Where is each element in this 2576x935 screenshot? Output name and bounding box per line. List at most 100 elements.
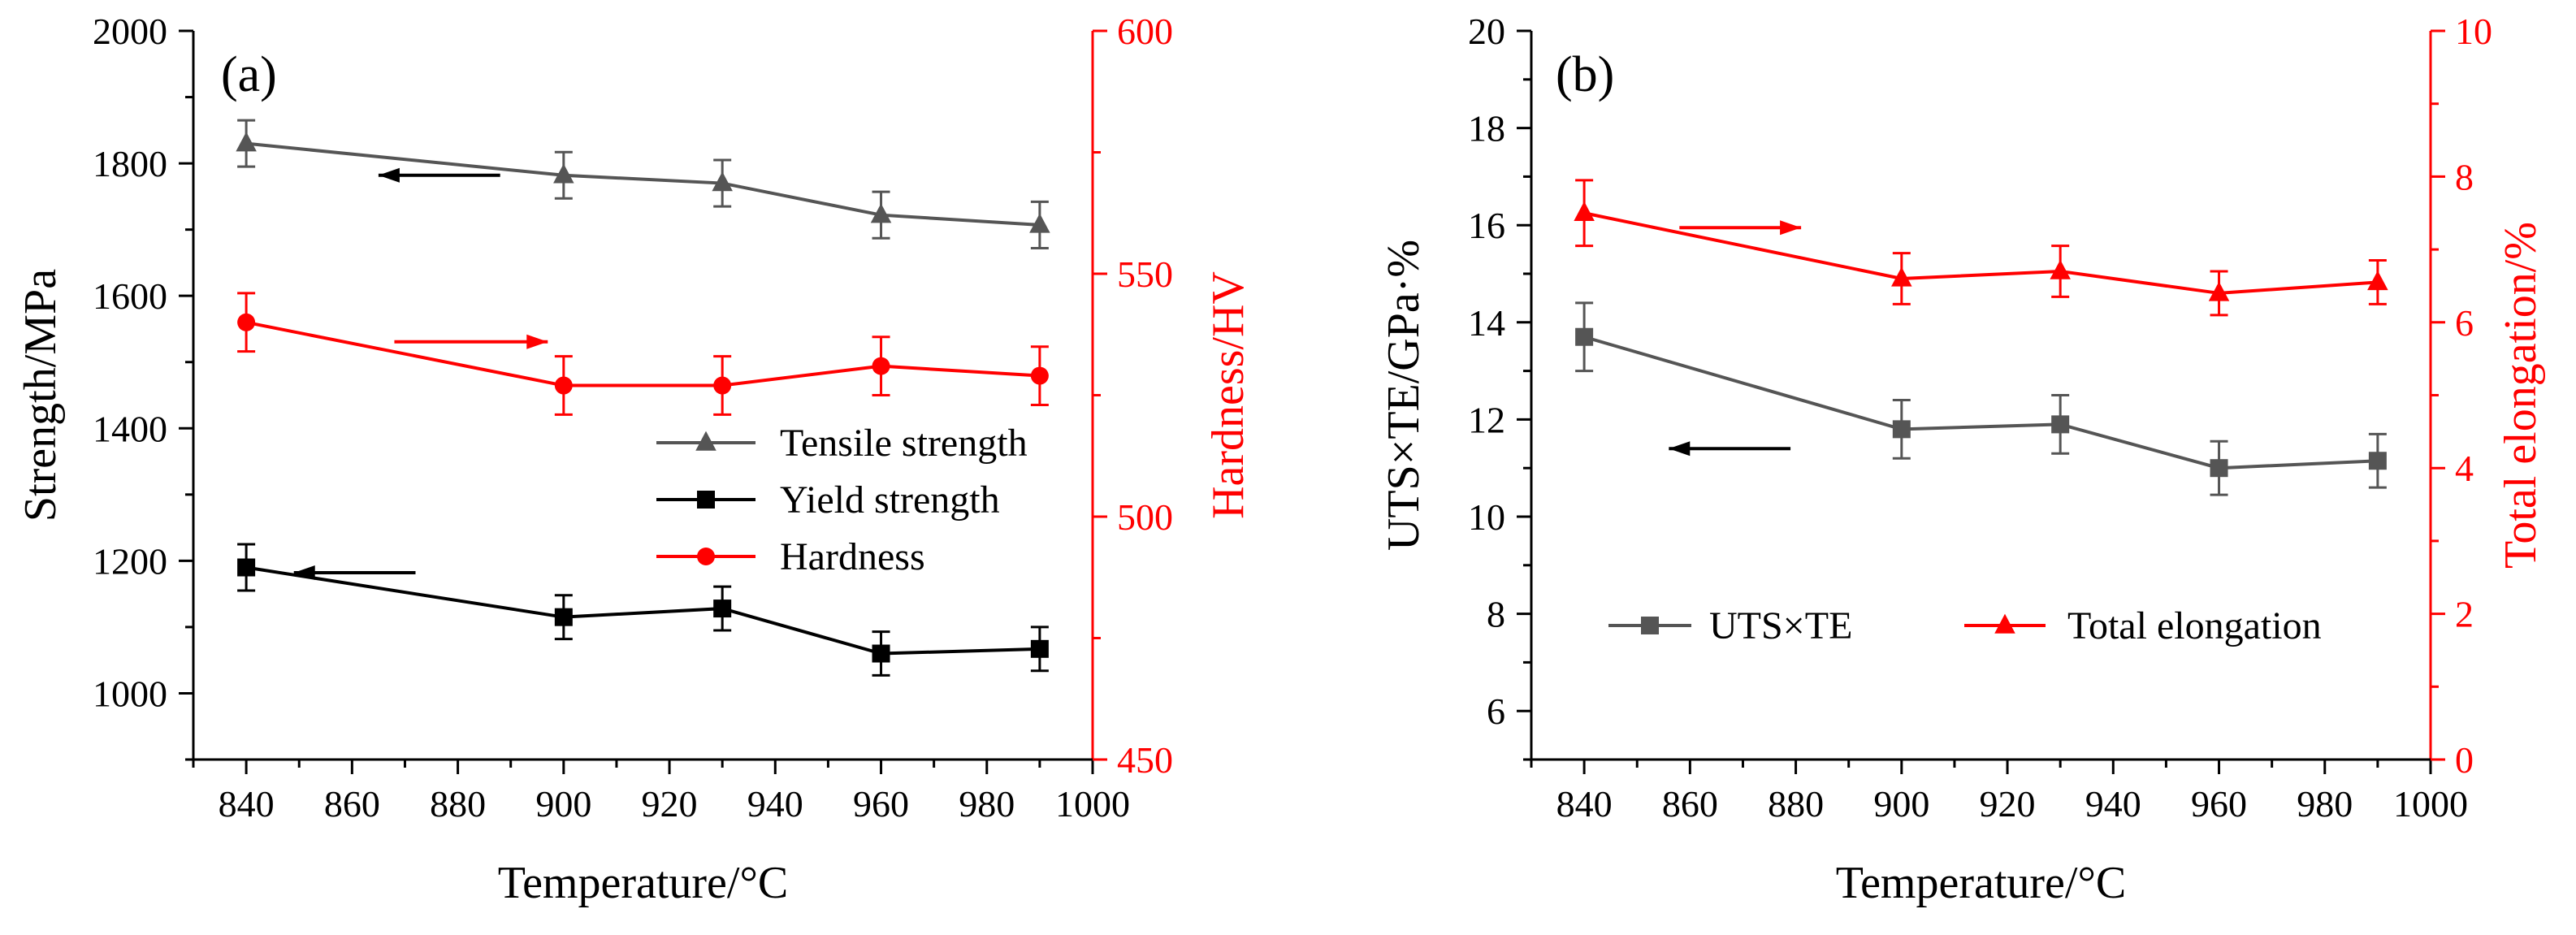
left-y-tick-label: 14 bbox=[1468, 302, 1505, 344]
series-tensile-strength bbox=[236, 119, 1050, 249]
left-y-tick-label: 1600 bbox=[93, 275, 167, 317]
left-y-tick-label: 1200 bbox=[93, 540, 167, 582]
x-tick-label: 880 bbox=[1768, 783, 1824, 825]
data-point bbox=[2050, 259, 2071, 279]
axis-indicator-arrow bbox=[394, 334, 548, 349]
x-tick-label: 920 bbox=[642, 783, 698, 825]
left-y-axis-title: Strength/MPa bbox=[15, 269, 66, 522]
data-point bbox=[1574, 201, 1595, 221]
left-y-tick-label: 2000 bbox=[93, 11, 167, 52]
data-point bbox=[870, 203, 892, 223]
legend-marker bbox=[1641, 617, 1659, 634]
x-tick-label: 960 bbox=[853, 783, 909, 825]
data-point bbox=[712, 171, 733, 192]
data-point bbox=[2210, 459, 2228, 478]
legend-item: Tensile strength bbox=[656, 422, 1028, 465]
series-line bbox=[245, 320, 1041, 387]
data-point bbox=[2368, 452, 2387, 470]
arrow-head bbox=[1669, 441, 1691, 457]
data-point bbox=[1891, 266, 1912, 287]
data-point bbox=[713, 600, 732, 618]
right-y-tick-label: 6 bbox=[2455, 302, 2474, 344]
data-point bbox=[872, 357, 890, 375]
legend-item: Total elongation bbox=[1964, 604, 2322, 647]
legend-marker bbox=[1994, 613, 2015, 634]
legend-marker bbox=[695, 431, 717, 451]
x-axis-title: Temperature/°C bbox=[498, 858, 788, 908]
right-y-tick-label: 8 bbox=[2455, 156, 2474, 197]
arrow-head bbox=[293, 565, 315, 581]
axis-indicator-arrow bbox=[293, 565, 416, 581]
x-tick-label: 940 bbox=[747, 783, 803, 825]
legend: Tensile strength Yield strength Hardness bbox=[656, 422, 1028, 578]
data-point bbox=[1892, 420, 1911, 439]
series-uts-te bbox=[1575, 301, 2387, 496]
x-tick-label: 840 bbox=[1556, 783, 1613, 825]
x-tick-label: 940 bbox=[2085, 783, 2141, 825]
panel-label: (b) bbox=[1556, 47, 1614, 102]
series-line bbox=[1583, 211, 2379, 295]
x-tick-label: 860 bbox=[324, 783, 380, 825]
right-y-tick-label: 450 bbox=[1117, 739, 1173, 781]
series-line bbox=[245, 565, 1040, 656]
data-point bbox=[1575, 327, 1594, 346]
right-y-tick-label: 0 bbox=[2455, 739, 2474, 781]
x-tick-label: 840 bbox=[219, 783, 275, 825]
legend-item: Yield strength bbox=[656, 478, 1000, 522]
legend: UTS×TE Total elongation bbox=[1608, 604, 2322, 647]
arrow-head bbox=[378, 167, 400, 183]
axis-indicator-arrow bbox=[378, 167, 500, 183]
right-y-tick-label: 10 bbox=[2455, 11, 2492, 52]
legend-item: Hardness bbox=[656, 535, 925, 578]
legend-label: Hardness bbox=[780, 535, 925, 578]
data-point bbox=[713, 376, 732, 395]
legend-label: Tensile strength bbox=[780, 422, 1028, 465]
series-yield-strength bbox=[237, 543, 1049, 677]
data-point bbox=[1030, 366, 1049, 385]
x-tick-label: 880 bbox=[430, 783, 486, 825]
axis-indicator-arrow bbox=[1669, 441, 1791, 457]
left-y-axis-title: UTS×TE/GPa·% bbox=[1379, 240, 1429, 551]
data-point bbox=[237, 558, 256, 577]
axis-indicator-arrow bbox=[1679, 220, 1802, 236]
x-tick-label: 1000 bbox=[2393, 783, 2468, 825]
left-y-tick-label: 18 bbox=[1468, 108, 1505, 149]
left-y-tick-label: 1400 bbox=[93, 408, 167, 449]
right-y-tick-label: 550 bbox=[1117, 253, 1173, 295]
data-point bbox=[554, 608, 573, 626]
right-y-tick-label: 500 bbox=[1117, 496, 1173, 538]
left-y-tick-label: 6 bbox=[1487, 690, 1505, 732]
left-y-tick-label: 8 bbox=[1487, 594, 1505, 635]
left-y-tick-label: 12 bbox=[1468, 399, 1505, 440]
data-point bbox=[2051, 415, 2070, 434]
x-tick-label: 960 bbox=[2191, 783, 2247, 825]
right-y-tick-label: 600 bbox=[1117, 11, 1173, 52]
panel-a-chart: 840 860 880 900 920 940 960 980 1000 1000 1200 1400… bbox=[15, 11, 1253, 908]
left-y-tick-label: 20 bbox=[1468, 11, 1505, 52]
series-line bbox=[245, 141, 1041, 227]
x-tick-label: 920 bbox=[1980, 783, 2036, 825]
data-point bbox=[554, 376, 573, 395]
data-point bbox=[1030, 639, 1049, 658]
data-point bbox=[553, 163, 574, 184]
data-point bbox=[2367, 271, 2388, 291]
right-y-axis-title: Hardness/HV bbox=[1203, 271, 1253, 519]
panel-label: (a) bbox=[221, 47, 277, 102]
arrow-head bbox=[1780, 220, 1802, 236]
data-point bbox=[2208, 281, 2230, 301]
x-tick-label: 860 bbox=[1662, 783, 1718, 825]
left-y-tick-label: 1000 bbox=[93, 673, 167, 714]
left-y-tick-label: 16 bbox=[1468, 205, 1505, 246]
x-axis-title: Temperature/°C bbox=[1836, 858, 2126, 908]
right-y-axis-title: Total elongation/% bbox=[2496, 222, 2546, 569]
x-tick-label: 900 bbox=[1873, 783, 1929, 825]
x-tick-label: 900 bbox=[535, 783, 591, 825]
left-y-tick-label: 1800 bbox=[93, 143, 167, 184]
legend-marker bbox=[697, 548, 715, 565]
left-y-tick-label: 10 bbox=[1468, 496, 1505, 538]
data-point bbox=[236, 132, 257, 152]
data-point bbox=[1029, 213, 1050, 233]
panel-b-chart: 840 860 880 900 920 940 960 980 1000681012141618… bbox=[1379, 11, 2546, 908]
series-total-elongation bbox=[1574, 179, 2388, 317]
